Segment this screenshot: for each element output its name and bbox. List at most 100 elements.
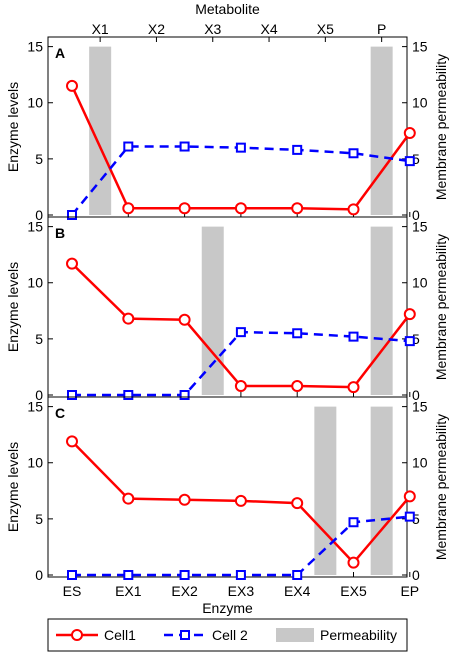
left-y-tick-label: 10 xyxy=(27,455,43,471)
cell1-marker xyxy=(291,380,304,393)
left-y-tick-label: 15 xyxy=(27,399,43,415)
cell1-marker xyxy=(122,202,135,215)
cell1-marker xyxy=(178,202,191,215)
left-y-axis-label: Enzyme levels xyxy=(5,442,21,532)
x-tick-label: EX1 xyxy=(115,583,142,599)
cell2-marker xyxy=(179,141,190,152)
cell2-marker xyxy=(123,570,134,580)
cell1-marker xyxy=(178,313,191,326)
cell2-marker xyxy=(123,390,134,400)
cell2-marker xyxy=(179,390,190,400)
right-y-tick-label: 15 xyxy=(412,399,428,415)
legend-label-permeability: Permeability xyxy=(320,627,397,643)
permeability-bar xyxy=(370,46,393,216)
cell1-marker xyxy=(291,497,304,510)
legend-cell1-marker xyxy=(71,629,83,641)
x-tick-label: ES xyxy=(63,583,82,599)
left-y-tick-label: 0 xyxy=(35,567,43,583)
cell2-marker xyxy=(67,210,77,220)
cell2-marker xyxy=(235,142,246,153)
cell1-marker xyxy=(234,202,247,215)
cell2-marker xyxy=(348,331,359,342)
cell1-marker xyxy=(403,308,416,321)
panel-frame xyxy=(47,396,408,578)
top-axis-title: Metabolite xyxy=(195,1,260,17)
cell2-marker xyxy=(404,511,415,522)
cell1-marker xyxy=(403,490,416,503)
right-y-tick-label: 5 xyxy=(412,511,420,527)
legend-permeability-swatch xyxy=(276,628,314,642)
x-tick-label: EX5 xyxy=(340,583,367,599)
left-y-tick-label: 15 xyxy=(27,219,43,235)
panel-c: 0 0 5 5 10 10 15 15 Enzyme levels Membrane permea… xyxy=(5,396,449,583)
left-y-axis-label: Enzyme levels xyxy=(5,262,21,352)
right-y-axis-label: Membrane permeability xyxy=(433,234,449,380)
permeability-bar xyxy=(201,226,224,395)
cell2-marker xyxy=(292,144,303,155)
right-y-tick-label: 15 xyxy=(412,219,428,235)
right-y-axis-label: Membrane permeability xyxy=(433,54,449,200)
x-tick-label: EX3 xyxy=(228,583,255,599)
legend-cell2-marker xyxy=(180,630,190,640)
cell2-marker xyxy=(404,156,415,167)
cell1-marker xyxy=(66,79,78,92)
cell2-marker xyxy=(235,327,246,338)
cell1-marker xyxy=(347,203,360,216)
panel-a: 0 0 5 5 10 10 15 15 Enzyme levels Membrane permea… xyxy=(5,36,449,223)
right-y-tick-label: 15 xyxy=(412,39,428,55)
panel-label: B xyxy=(55,225,65,241)
top-axis-tick-label: P xyxy=(377,21,386,37)
cell1-marker xyxy=(347,381,360,394)
panel-b: 0 0 5 5 10 10 15 15 Enzyme levels Membrane permea… xyxy=(5,216,449,403)
panel-label: C xyxy=(55,405,65,421)
right-y-tick-label: 10 xyxy=(412,275,428,291)
cell2-marker xyxy=(292,328,303,339)
top-axis-tick-label: X5 xyxy=(317,21,334,37)
x-axis-label: Enzyme xyxy=(202,600,253,616)
left-y-tick-label: 0 xyxy=(35,207,43,223)
cell2-marker xyxy=(404,336,415,347)
permeability-bar xyxy=(370,226,393,395)
cell2-line xyxy=(72,515,410,577)
cell1-marker xyxy=(403,127,416,140)
cell1-marker xyxy=(66,435,78,448)
cell1-marker xyxy=(122,312,135,325)
right-y-axis-label: Membrane permeability xyxy=(433,414,449,560)
top-axis-tick-label: X4 xyxy=(260,21,277,37)
cell1-marker xyxy=(234,380,247,393)
cell2-marker xyxy=(235,570,246,580)
right-y-tick-label: 5 xyxy=(412,151,420,167)
x-tick-label: EX4 xyxy=(284,583,311,599)
right-y-tick-label: 5 xyxy=(412,331,420,347)
left-y-tick-label: 0 xyxy=(35,387,43,403)
cell2-marker xyxy=(292,570,303,580)
cell2-marker xyxy=(348,517,359,528)
left-y-tick-label: 15 xyxy=(27,39,43,55)
right-y-tick-label: 0 xyxy=(412,387,420,403)
left-y-tick-label: 10 xyxy=(27,275,43,291)
left-y-tick-label: 5 xyxy=(35,511,43,527)
left-y-tick-label: 5 xyxy=(35,331,43,347)
cell1-marker xyxy=(347,556,360,569)
cell2-marker xyxy=(67,390,77,400)
cell1-marker xyxy=(291,202,304,215)
cell1-line xyxy=(71,262,411,389)
left-y-axis-label: Enzyme levels xyxy=(5,82,21,172)
cell2-marker xyxy=(123,141,134,152)
legend-box xyxy=(47,618,408,652)
top-axis-tick-label: X3 xyxy=(204,21,221,37)
cell2-marker xyxy=(348,148,359,159)
x-tick-label: EP xyxy=(400,583,419,599)
cell1-marker xyxy=(234,494,247,507)
legend: Cell1 Cell 2 Permeability xyxy=(47,618,408,652)
legend-label-cell1: Cell1 xyxy=(104,627,136,643)
permeability-bar xyxy=(370,406,393,575)
right-y-tick-label: 10 xyxy=(412,455,428,471)
legend-label-cell2: Cell 2 xyxy=(212,627,248,643)
cell1-marker xyxy=(178,493,191,506)
left-y-tick-label: 5 xyxy=(35,151,43,167)
cell2-marker xyxy=(67,570,77,580)
right-y-tick-label: 0 xyxy=(412,207,420,223)
